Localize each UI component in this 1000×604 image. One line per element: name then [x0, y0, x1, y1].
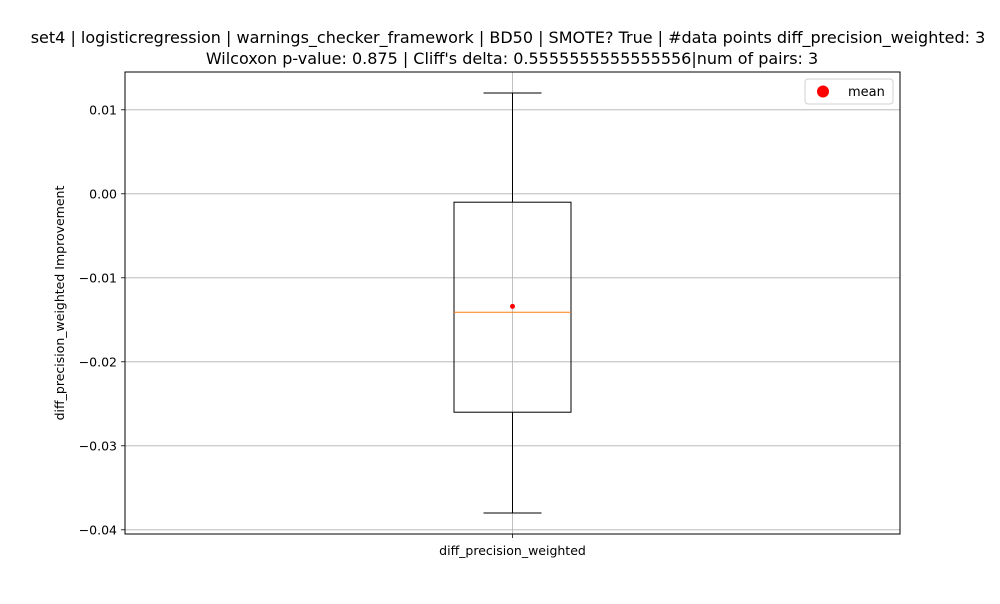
box-plot: [453, 92, 572, 514]
chart-title-line1: set4 | logisticregression | warnings_che…: [31, 28, 986, 48]
legend-frame: [804, 78, 894, 105]
x-tick-label: diff_precision_weighted: [439, 543, 586, 558]
axes: 0.01 0.00 −0.01 −0.02 −0.03 −0.04 diff_precisi…: [79, 71, 901, 558]
legend: mean: [804, 78, 894, 105]
legend-mean-marker: [817, 85, 829, 98]
y-tick-label: 0.01: [89, 102, 117, 117]
chart-title-line2: Wilcoxon p-value: 0.875 | Cliff's delta:…: [206, 49, 818, 68]
y-tick-label: −0.01: [79, 270, 117, 285]
y-tick-label: −0.02: [79, 354, 117, 369]
y-tick-label: −0.03: [79, 438, 117, 453]
iqr-box: [453, 201, 572, 413]
mean-marker: [510, 303, 515, 309]
plot-frame: [124, 71, 901, 535]
y-axis-label: diff_precision_weighted Improvement: [52, 186, 67, 421]
y-tick-label: −0.04: [79, 522, 117, 537]
y-tick-label: 0.00: [89, 186, 117, 201]
legend-mean-label: mean: [848, 85, 885, 100]
